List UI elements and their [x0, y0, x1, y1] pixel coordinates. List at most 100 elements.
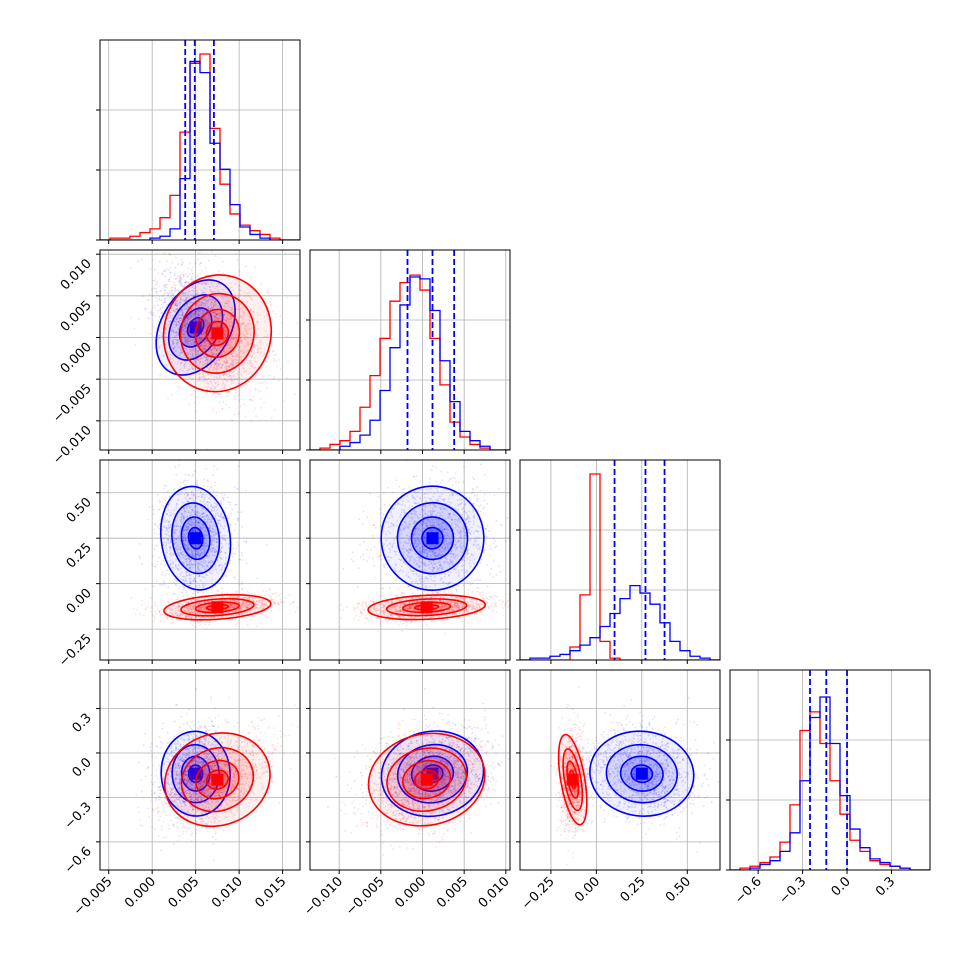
scatter-point [162, 580, 165, 582]
scatter-point [177, 605, 180, 608]
scatter-point [169, 535, 172, 538]
scatter-point [194, 316, 196, 318]
scatter-point [197, 307, 199, 309]
scatter-point [224, 319, 227, 322]
scatter-point [223, 345, 226, 347]
scatter-point [174, 304, 177, 307]
scatter-point [270, 303, 272, 306]
scatter-point [238, 558, 241, 561]
scatter-point [162, 487, 165, 490]
scatter-point [198, 554, 201, 557]
scatter-point [183, 563, 185, 566]
scatter-point [224, 384, 226, 387]
scatter-point [202, 308, 205, 311]
scatter-point [225, 403, 228, 406]
scatter-point [177, 320, 180, 323]
scatter-point [253, 346, 256, 348]
scatter-point [204, 386, 207, 389]
scatter-point [190, 512, 193, 515]
scatter-point [209, 338, 212, 340]
scatter-point [177, 275, 179, 277]
scatter-point [217, 341, 220, 343]
scatter-point [213, 465, 216, 468]
scatter-point [209, 338, 211, 341]
scatter-point [229, 291, 232, 294]
scatter-point [182, 326, 184, 329]
scatter-point [194, 513, 197, 516]
scatter-point [187, 584, 190, 587]
scatter-point [277, 379, 280, 382]
scatter-point [180, 553, 183, 556]
scatter-point [203, 498, 206, 501]
scatter-point [219, 322, 222, 325]
scatter-point [245, 540, 248, 543]
scatter-point [228, 323, 231, 325]
scatter-point [179, 311, 182, 314]
scatter-point [193, 470, 196, 473]
scatter-point [206, 479, 209, 482]
scatter-point [221, 353, 224, 356]
scatter-point [219, 283, 221, 286]
scatter-point [159, 308, 162, 311]
scatter-point [221, 353, 223, 356]
scatter-point [186, 536, 188, 539]
scatter-point [258, 374, 260, 377]
scatter-point [177, 612, 180, 615]
scatter-point [205, 545, 208, 548]
scatter-point [180, 308, 182, 311]
scatter-point [215, 352, 218, 355]
scatter-point [251, 365, 253, 367]
scatter-point [252, 600, 254, 603]
scatter-point [196, 529, 198, 531]
scatter-point [186, 342, 188, 345]
scatter-point [219, 312, 221, 314]
scatter-point [231, 355, 234, 358]
scatter-point [171, 566, 174, 569]
scatter-point [205, 350, 207, 352]
scatter-point [221, 545, 224, 548]
scatter-point [191, 349, 194, 351]
scatter-point [137, 260, 140, 262]
scatter-point [198, 364, 201, 366]
scatter-point [161, 303, 164, 306]
scatter-point [171, 357, 174, 360]
scatter-point [205, 539, 208, 542]
scatter-point [164, 499, 167, 502]
scatter-point [167, 601, 170, 604]
scatter-point [210, 561, 212, 564]
scatter-point [198, 313, 201, 316]
scatter-point [219, 500, 222, 503]
scatter-point [233, 379, 236, 382]
scatter-point [216, 532, 218, 535]
scatter-point [253, 600, 255, 603]
scatter-point [186, 607, 189, 609]
scatter-point [189, 364, 192, 366]
scatter-point [210, 339, 213, 341]
scatter-point [188, 616, 191, 619]
scatter-point [212, 533, 215, 536]
scatter-point [183, 542, 185, 545]
scatter-point [200, 607, 203, 609]
scatter-point [230, 340, 233, 343]
scatter-point [232, 606, 235, 609]
scatter-point [193, 292, 196, 295]
scatter-point [199, 376, 201, 379]
scatter-point [228, 325, 231, 328]
scatter-point [191, 293, 194, 296]
scatter-point [214, 340, 217, 343]
scatter-point [273, 409, 276, 411]
scatter-point [186, 318, 189, 321]
scatter-point [159, 307, 162, 310]
scatter-point [253, 293, 256, 295]
scatter-point [205, 555, 208, 558]
scatter-point [223, 374, 226, 376]
scatter-point [186, 500, 189, 502]
scatter-point [193, 556, 195, 559]
scatter-point [190, 491, 193, 494]
scatter-point [209, 525, 212, 528]
scatter-point [189, 564, 191, 566]
scatter-point [185, 527, 188, 529]
scatter-point [229, 286, 232, 289]
scatter-point [191, 306, 194, 309]
scatter-point [177, 551, 179, 554]
